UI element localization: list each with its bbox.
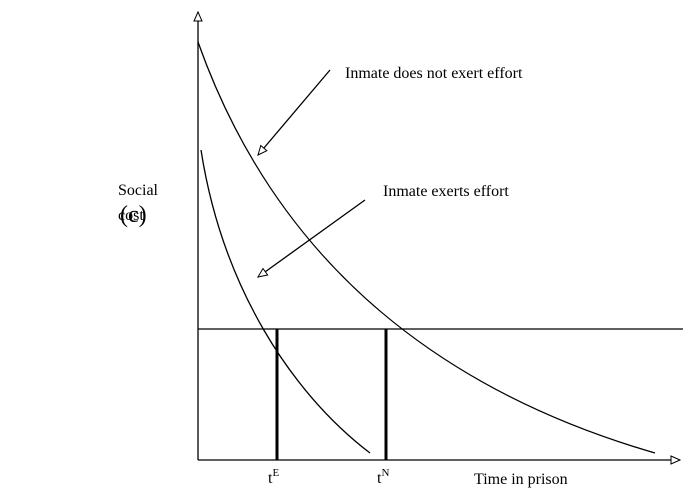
x-label: tN [377, 467, 389, 487]
pointer-arrow [257, 199, 366, 278]
x-label-sup: N [381, 467, 389, 479]
panel-label: (c) [120, 202, 147, 228]
annotation: Inmate exerts effort [383, 183, 509, 200]
y-axis-label: cost [118, 207, 144, 224]
pointer-arrow [257, 69, 331, 156]
curve-no-effort [197, 41, 656, 454]
x-axis-label: Time in prison [474, 471, 568, 488]
x-label-sup: E [272, 467, 279, 479]
y-axis-label: Social [118, 182, 159, 199]
annotation: Inmate does not exert effort [345, 65, 523, 82]
x-label-main: t [377, 470, 382, 487]
curve-effort [200, 149, 371, 454]
x-label: tE [268, 467, 279, 487]
x-label-main: t [268, 470, 273, 487]
